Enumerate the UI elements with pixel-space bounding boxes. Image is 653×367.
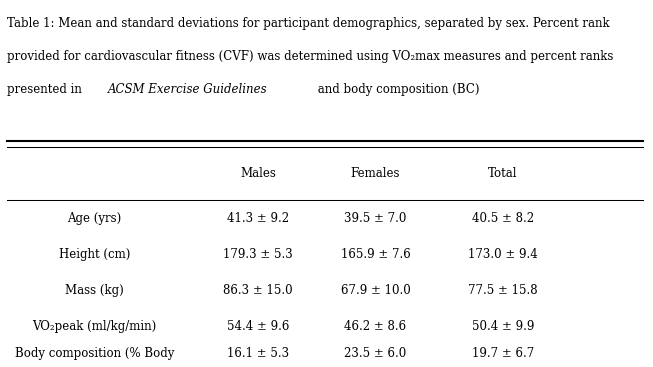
Text: 19.7 ± 6.7: 19.7 ± 6.7	[471, 346, 534, 360]
Text: 77.5 ± 15.8: 77.5 ± 15.8	[468, 284, 537, 297]
Text: VO₂peak (ml/kg/min): VO₂peak (ml/kg/min)	[33, 320, 157, 333]
Text: 23.5 ± 6.0: 23.5 ± 6.0	[344, 346, 407, 360]
Text: 16.1 ± 5.3: 16.1 ± 5.3	[227, 346, 289, 360]
Text: Table 1: Mean and standard deviations for participant demographics, separated by: Table 1: Mean and standard deviations fo…	[7, 17, 609, 29]
Text: Females: Females	[351, 167, 400, 180]
Text: Body composition (% Body: Body composition (% Body	[15, 346, 174, 360]
Text: and body composition (BC): and body composition (BC)	[314, 83, 479, 95]
Text: 50.4 ± 9.9: 50.4 ± 9.9	[471, 320, 534, 333]
Text: 54.4 ± 9.6: 54.4 ± 9.6	[227, 320, 289, 333]
Text: 67.9 ± 10.0: 67.9 ± 10.0	[341, 284, 410, 297]
Text: 86.3 ± 15.0: 86.3 ± 15.0	[223, 284, 293, 297]
Text: Mass (kg): Mass (kg)	[65, 284, 124, 297]
Text: 173.0 ± 9.4: 173.0 ± 9.4	[468, 248, 537, 261]
Text: Height (cm): Height (cm)	[59, 248, 131, 261]
Text: provided for cardiovascular fitness (CVF) was determined using VO₂max measures a: provided for cardiovascular fitness (CVF…	[7, 50, 613, 62]
Text: Total: Total	[488, 167, 518, 180]
Text: 41.3 ± 9.2: 41.3 ± 9.2	[227, 212, 289, 225]
Text: 40.5 ± 8.2: 40.5 ± 8.2	[471, 212, 534, 225]
Text: ACSM Exercise Guidelines: ACSM Exercise Guidelines	[108, 83, 268, 95]
Text: Age (yrs): Age (yrs)	[67, 212, 122, 225]
Text: 46.2 ± 8.6: 46.2 ± 8.6	[344, 320, 407, 333]
Text: presented in: presented in	[7, 83, 85, 95]
Text: 165.9 ± 7.6: 165.9 ± 7.6	[341, 248, 410, 261]
Text: Males: Males	[240, 167, 276, 180]
Text: 179.3 ± 5.3: 179.3 ± 5.3	[223, 248, 293, 261]
Text: 39.5 ± 7.0: 39.5 ± 7.0	[344, 212, 407, 225]
